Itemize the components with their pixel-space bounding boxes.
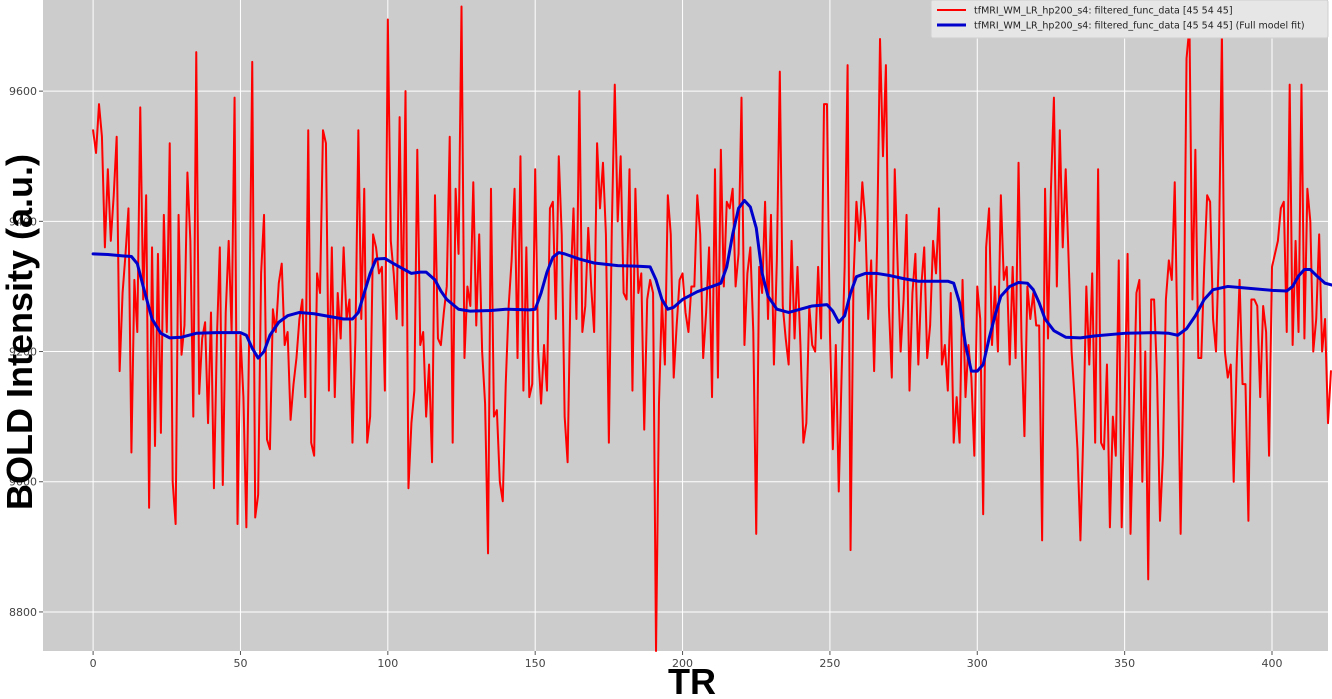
x-tick-label: 150 — [525, 657, 546, 670]
legend-label-raw: tfMRI_WM_LR_hp200_s4: filtered_func_data… — [974, 6, 1233, 17]
legend: tfMRI_WM_LR_hp200_s4: filtered_func_data… — [930, 0, 1329, 39]
series-layer — [91, 5, 1332, 652]
x-tick-label: 350 — [1114, 657, 1135, 670]
series-line-raw-signal — [92, 5, 1332, 652]
y-tick-label: 9000 — [9, 476, 37, 489]
y-tick-label: 9600 — [9, 85, 37, 98]
plot-background — [43, 0, 1328, 651]
x-tick-label: 300 — [967, 657, 988, 670]
x-tick-label: 250 — [819, 657, 840, 670]
y-tick-label: 8800 — [9, 606, 37, 619]
y-axis-title: BOLD Intensity (a.u.) — [0, 154, 40, 510]
x-tick-label: 200 — [672, 657, 693, 670]
series-line-model-fit — [91, 199, 1332, 373]
x-tick-label: 50 — [233, 657, 247, 670]
legend-box — [930, 0, 1329, 39]
axis-ticks: 0 50 100 150 200 250 300 350 400 8800 9000 9200 9400… — [9, 85, 1283, 670]
x-tick-label: 0 — [90, 657, 97, 670]
x-tick-label: 400 — [1262, 657, 1283, 670]
x-axis-title: TR — [668, 661, 716, 699]
y-tick-label: 9200 — [9, 346, 37, 359]
legend-label-fit: tfMRI_WM_LR_hp200_s4: filtered_func_data… — [974, 21, 1305, 32]
x-tick-label: 100 — [377, 657, 398, 670]
y-tick-label: 9400 — [9, 215, 37, 228]
